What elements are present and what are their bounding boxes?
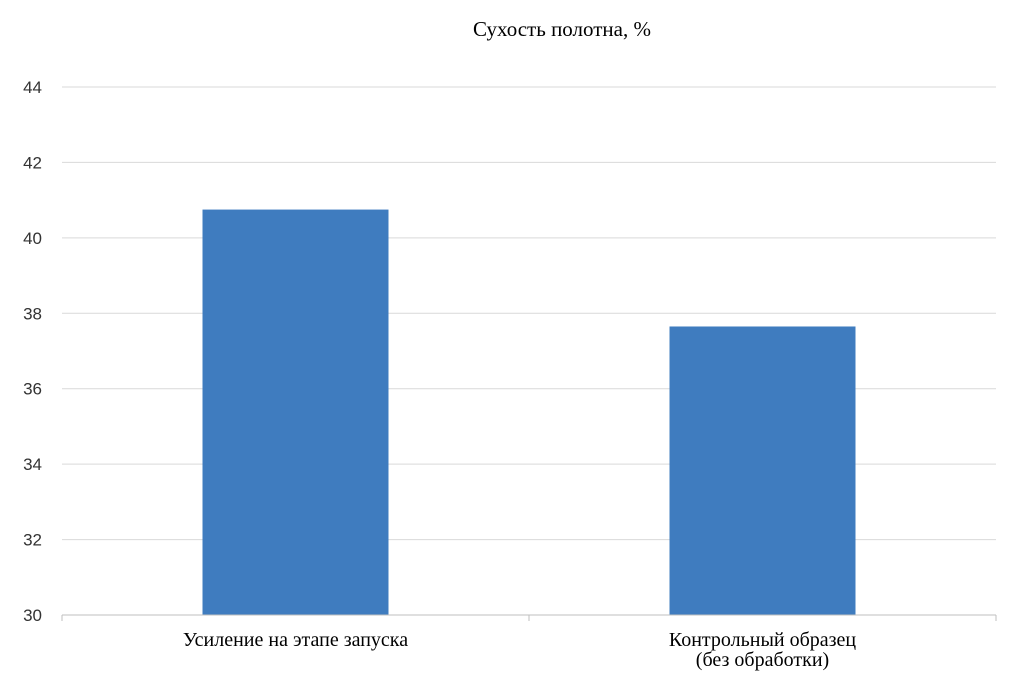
gridlines [62,86,996,541]
chart-title: Сухость полотна, % [473,17,651,41]
y-tick-label: 38 [23,304,42,323]
bars [202,209,856,616]
y-tick-label: 40 [23,229,42,248]
y-tick-label: 42 [23,153,42,172]
y-tick-label: 30 [23,606,42,625]
y-tick-label: 32 [23,531,42,550]
y-tick-label: 44 [23,78,42,97]
x-tick-label: Усиление на этапе запуска [183,629,408,651]
y-tick-label: 36 [23,380,42,399]
y-tick-label: 34 [23,455,42,474]
x-tick-label-line: Усиление на этапе запуска [183,629,408,651]
bar [202,209,389,616]
bar [669,326,856,615]
x-axis-ticks: Усиление на этапе запуска Контрольный обр… [61,615,997,671]
x-tick-label-line: (без обработки) [696,649,829,671]
x-tick-label: Контрольный образец (без обработки) [669,629,857,671]
y-axis-ticks: 30 32 34 36 38 40 42 44 [23,78,42,625]
x-tick-label-line: Контрольный образец [669,629,857,651]
